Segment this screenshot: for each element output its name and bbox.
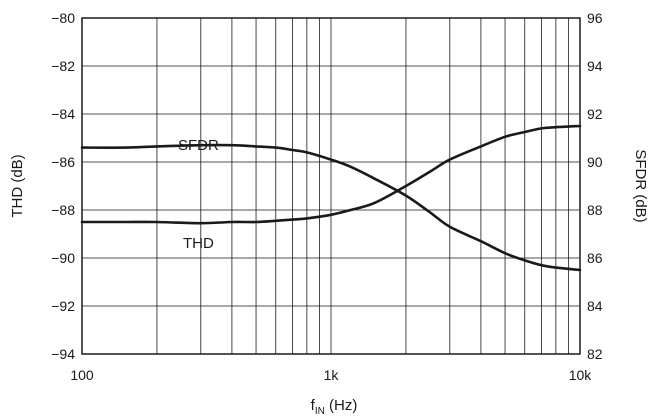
y-tick-label-left: −86	[51, 154, 75, 170]
y-tick-label-right: 96	[587, 10, 603, 26]
y-axis-right-label: SFDR (dB)	[632, 149, 649, 222]
y-axis-left-label: THD (dB)	[9, 154, 26, 217]
series-line-sfdr	[80, 143, 582, 272]
y-tick-label-right: 86	[587, 250, 603, 266]
y-tick-label-left: −90	[51, 250, 75, 266]
series-line-thd	[80, 124, 582, 225]
x-axis-label-main: f	[311, 397, 316, 414]
y-tick-label-left: −84	[51, 106, 75, 122]
y-tick-label-left: −88	[51, 202, 75, 218]
y-tick-label-right: 90	[587, 154, 603, 170]
tick-labels: 100 1k 10k −80 −82 −84 −86 −88 −90 −92 −94 96 94 92 90…	[51, 10, 603, 383]
y-tick-label-left: −80	[51, 10, 75, 26]
x-tick-label: 100	[70, 367, 94, 383]
x-axis-label: fIN (Hz)	[311, 397, 358, 416]
y-tick-label-right: 94	[587, 58, 603, 74]
x-axis-label-sub: IN	[315, 406, 325, 416]
y-tick-label-right: 92	[587, 106, 603, 122]
series-label-sfdr: SFDR	[178, 137, 219, 154]
x-axis-label-unit: (Hz)	[325, 397, 358, 414]
x-tick-label: 1k	[324, 367, 340, 383]
plot-frame	[81, 17, 581, 355]
series-label-thd: THD	[183, 235, 214, 252]
y-tick-label-left: −94	[51, 346, 75, 362]
x-tick-label: 10k	[569, 367, 593, 383]
y-tick-label-right: 82	[587, 346, 603, 362]
y-tick-label-left: −92	[51, 298, 75, 314]
y-tick-label-right: 88	[587, 202, 603, 218]
grid	[82, 18, 580, 354]
curves	[80, 124, 582, 272]
y-tick-label-left: −82	[51, 58, 75, 74]
y-tick-label-right: 84	[587, 298, 603, 314]
